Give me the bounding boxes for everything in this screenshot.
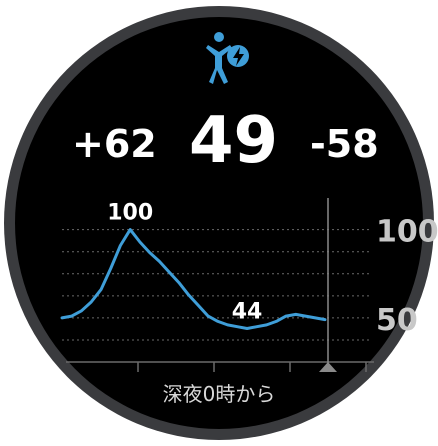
y-tick-label: 100 bbox=[376, 215, 438, 250]
y-tick-label: 50 bbox=[376, 303, 418, 338]
charged-value: +62 bbox=[72, 122, 157, 166]
current-battery-value: 49 bbox=[189, 104, 279, 178]
drained-value: -58 bbox=[310, 122, 379, 166]
data-label: 44 bbox=[232, 299, 263, 324]
current-time-arrow bbox=[319, 362, 337, 372]
body-battery-icon bbox=[206, 32, 249, 84]
watch-face bbox=[15, 17, 423, 429]
battery-series-line bbox=[60, 228, 327, 330]
chart-start-label: 深夜0時から bbox=[162, 382, 276, 406]
data-label: 100 bbox=[107, 201, 153, 226]
